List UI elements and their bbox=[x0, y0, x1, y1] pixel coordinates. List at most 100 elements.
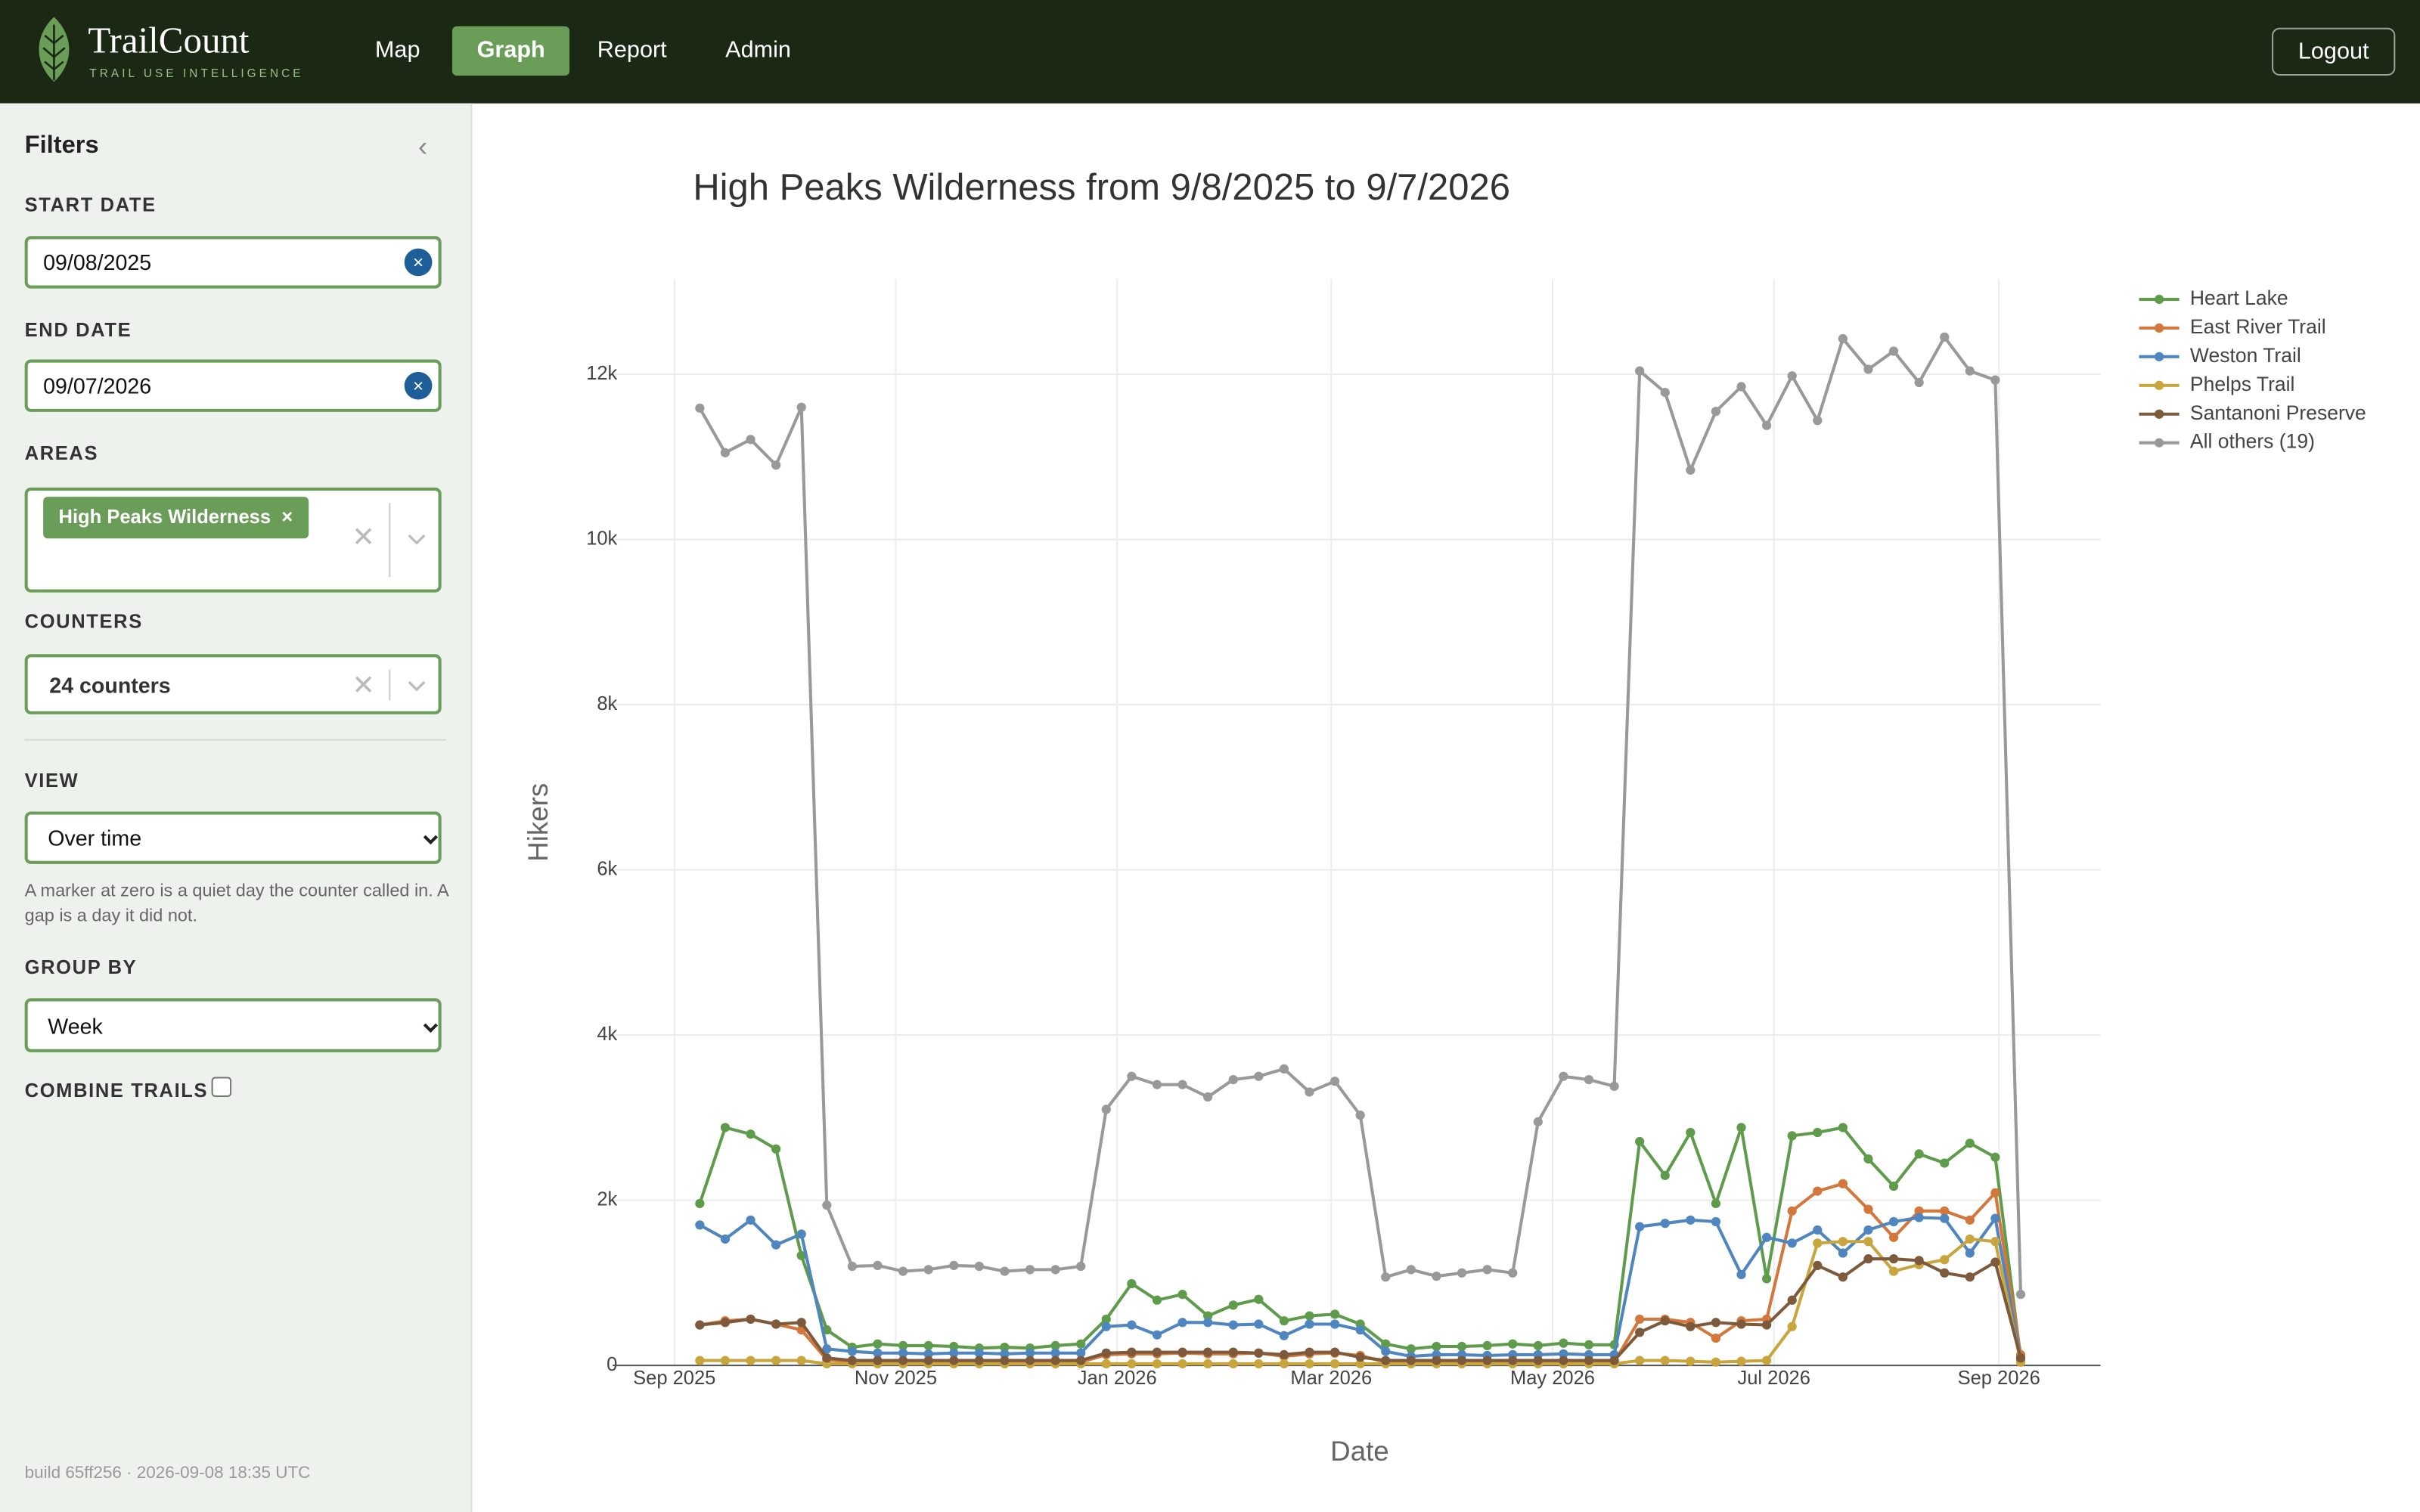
collapse-button[interactable]: ‹ bbox=[418, 131, 428, 163]
data-point bbox=[1432, 1272, 1441, 1281]
data-point bbox=[1050, 1356, 1060, 1365]
data-point bbox=[1228, 1347, 1238, 1357]
data-point bbox=[1686, 1215, 1696, 1225]
data-point bbox=[1965, 1139, 1975, 1148]
data-point bbox=[1787, 1238, 1797, 1248]
data-point bbox=[771, 1319, 781, 1329]
data-point bbox=[1990, 375, 2000, 385]
clear-icon[interactable]: ✕ bbox=[352, 521, 376, 553]
data-point bbox=[1305, 1359, 1314, 1369]
data-point bbox=[1482, 1356, 1492, 1365]
data-point bbox=[1863, 1154, 1873, 1164]
nav-item[interactable]: Report bbox=[597, 36, 667, 64]
data-point bbox=[1914, 1206, 1924, 1216]
data-point bbox=[1559, 1338, 1568, 1348]
data-point bbox=[1888, 346, 1899, 356]
data-point bbox=[1177, 1359, 1187, 1369]
data-point bbox=[1508, 1339, 1518, 1349]
data-point bbox=[1635, 1328, 1645, 1337]
data-point bbox=[898, 1356, 908, 1365]
data-point bbox=[1329, 1309, 1340, 1319]
data-point bbox=[873, 1339, 883, 1349]
data-point bbox=[1177, 1290, 1187, 1300]
data-point bbox=[923, 1340, 933, 1351]
data-point bbox=[1686, 1321, 1696, 1331]
legend-marker bbox=[2154, 409, 2164, 419]
logout-button[interactable]: Logout bbox=[2272, 27, 2396, 76]
top-bar: TrailCount TRAIL USE INTELLIGENCE Map Gr… bbox=[0, 0, 2420, 104]
clear-button[interactable]: × bbox=[404, 371, 433, 400]
data-point bbox=[1838, 1237, 1848, 1247]
data-point bbox=[923, 1356, 933, 1365]
data-point bbox=[695, 403, 705, 413]
data-point bbox=[1203, 1311, 1213, 1321]
data-point bbox=[1609, 1081, 1619, 1091]
data-point bbox=[695, 1220, 705, 1230]
data-point bbox=[720, 1123, 731, 1132]
data-point bbox=[771, 1356, 781, 1365]
data-point bbox=[1787, 1206, 1797, 1216]
data-point bbox=[1127, 1359, 1137, 1369]
clear-button[interactable]: × bbox=[404, 248, 433, 277]
data-point bbox=[2015, 1290, 2026, 1300]
clear-icon[interactable]: ✕ bbox=[352, 669, 376, 701]
tag-text: High Peaks Wilderness bbox=[58, 506, 271, 528]
data-point bbox=[1761, 1320, 1772, 1330]
data-point bbox=[1609, 1356, 1619, 1365]
chevron bbox=[408, 534, 426, 545]
data-point bbox=[1888, 1232, 1899, 1242]
nav-item[interactable]: Admin bbox=[725, 36, 791, 64]
data-point bbox=[720, 1356, 731, 1365]
data-point bbox=[1787, 371, 1797, 381]
data-point bbox=[1584, 1074, 1594, 1085]
select[interactable]: Over time bbox=[24, 811, 442, 864]
data-point bbox=[1254, 1294, 1264, 1304]
legend-marker bbox=[2154, 438, 2164, 448]
legend-label: Weston Trail bbox=[2190, 344, 2301, 367]
legend-marker bbox=[2154, 380, 2164, 390]
nav-item[interactable]: Map bbox=[374, 36, 420, 64]
data-point bbox=[1432, 1341, 1441, 1352]
data-point bbox=[1000, 1342, 1010, 1352]
data-point bbox=[1482, 1265, 1492, 1275]
data-point bbox=[1355, 1352, 1365, 1362]
date-input[interactable]: 09/07/2026 × bbox=[24, 359, 442, 412]
data-point bbox=[1736, 1123, 1746, 1132]
legend-label: Santanoni Preserve bbox=[2190, 401, 2366, 424]
data-point bbox=[1025, 1348, 1035, 1358]
data-point bbox=[1888, 1181, 1899, 1191]
multi-select[interactable]: High Peaks Wilderness × ✕ bbox=[24, 487, 442, 593]
data-point bbox=[1660, 1316, 1670, 1326]
data-point bbox=[1101, 1321, 1111, 1331]
data-point bbox=[974, 1356, 984, 1365]
data-point bbox=[898, 1266, 908, 1276]
data-point bbox=[1101, 1348, 1111, 1358]
data-point bbox=[1787, 1295, 1797, 1305]
data-point bbox=[1406, 1265, 1416, 1275]
data-point bbox=[1228, 1320, 1238, 1330]
data-point bbox=[771, 1144, 781, 1154]
field-label: AREAS bbox=[24, 442, 99, 465]
data-point bbox=[1838, 333, 1848, 344]
data-point bbox=[949, 1356, 959, 1365]
data-point bbox=[1076, 1261, 1086, 1272]
data-point bbox=[1381, 1346, 1391, 1356]
y-tick-label: 4k bbox=[597, 1024, 617, 1045]
data-point bbox=[1990, 1188, 2000, 1198]
checkbox[interactable] bbox=[211, 1077, 232, 1098]
series-line bbox=[700, 1182, 2022, 1364]
multi-select[interactable]: 24 counters ✕ bbox=[24, 654, 442, 714]
area-tag[interactable]: High Peaks Wilderness × bbox=[43, 497, 309, 539]
data-point bbox=[1000, 1266, 1010, 1276]
date-input[interactable]: 09/08/2025 × bbox=[24, 236, 442, 289]
select[interactable]: Week bbox=[24, 998, 442, 1052]
sidebar-title: Filters bbox=[24, 132, 99, 160]
data-point bbox=[1940, 1206, 1950, 1216]
data-point bbox=[1761, 420, 1772, 430]
data-point bbox=[1279, 1064, 1289, 1074]
data-point bbox=[1914, 1213, 1924, 1222]
data-point bbox=[1355, 1325, 1365, 1335]
nav-item[interactable]: Graph bbox=[451, 26, 570, 76]
data-point bbox=[923, 1265, 933, 1275]
